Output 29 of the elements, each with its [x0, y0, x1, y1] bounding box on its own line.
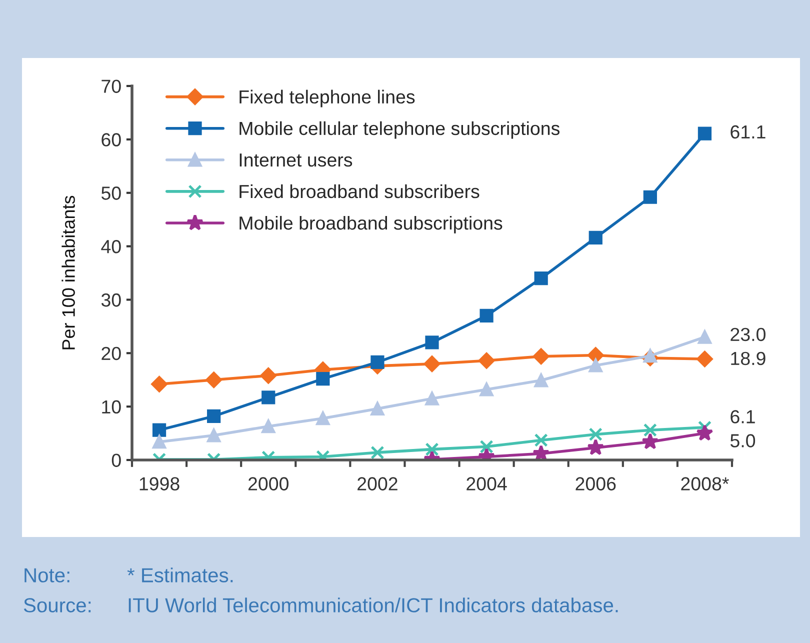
source-note: Source: — [24, 598, 91, 612]
y-tick-label: 40 — [101, 240, 121, 254]
text: * Estimates. — [127, 568, 233, 582]
x-tick-label: 2004 — [466, 477, 507, 490]
legend-label: Mobile broadband subscriptions — [240, 216, 502, 234]
y-tick-label: 20 — [102, 346, 121, 360]
y-tick-label: 50 — [101, 186, 121, 200]
text: ITU World Telecommunication/ICT Indicators database. — [128, 598, 618, 612]
x-tick-label: 1998 — [140, 477, 180, 490]
legend-label: Mobile cellular telephone subscriptions — [240, 121, 560, 139]
data-label: 6.1 — [730, 410, 755, 424]
legend-label: Fixed telephone lines — [240, 90, 415, 108]
data-label: 61.1 — [730, 125, 766, 139]
y-tick-label: 10 — [102, 400, 121, 414]
legend-label: Internet users — [240, 154, 352, 167]
y-axis-title: Per 100 inhabitants — [62, 196, 75, 350]
x-tick-label: 2002 — [358, 477, 398, 490]
text: Note: — [24, 568, 70, 582]
x-tick-label: 2006 — [576, 477, 616, 490]
y-tick-label: 30 — [101, 293, 121, 307]
x-tick-label: 2008* — [681, 477, 729, 490]
y-tick-label: 70 — [102, 80, 121, 93]
data-label: 18.9 — [731, 352, 766, 366]
y-tick-label: 60 — [102, 133, 121, 146]
data-label: 23.0 — [730, 328, 766, 342]
x-tick-label: 2000 — [248, 477, 288, 490]
data-label: 5.0 — [730, 434, 756, 448]
y-tick-label: 0 — [112, 454, 121, 467]
legend-label: Fixed broadband subscribers — [240, 184, 480, 198]
